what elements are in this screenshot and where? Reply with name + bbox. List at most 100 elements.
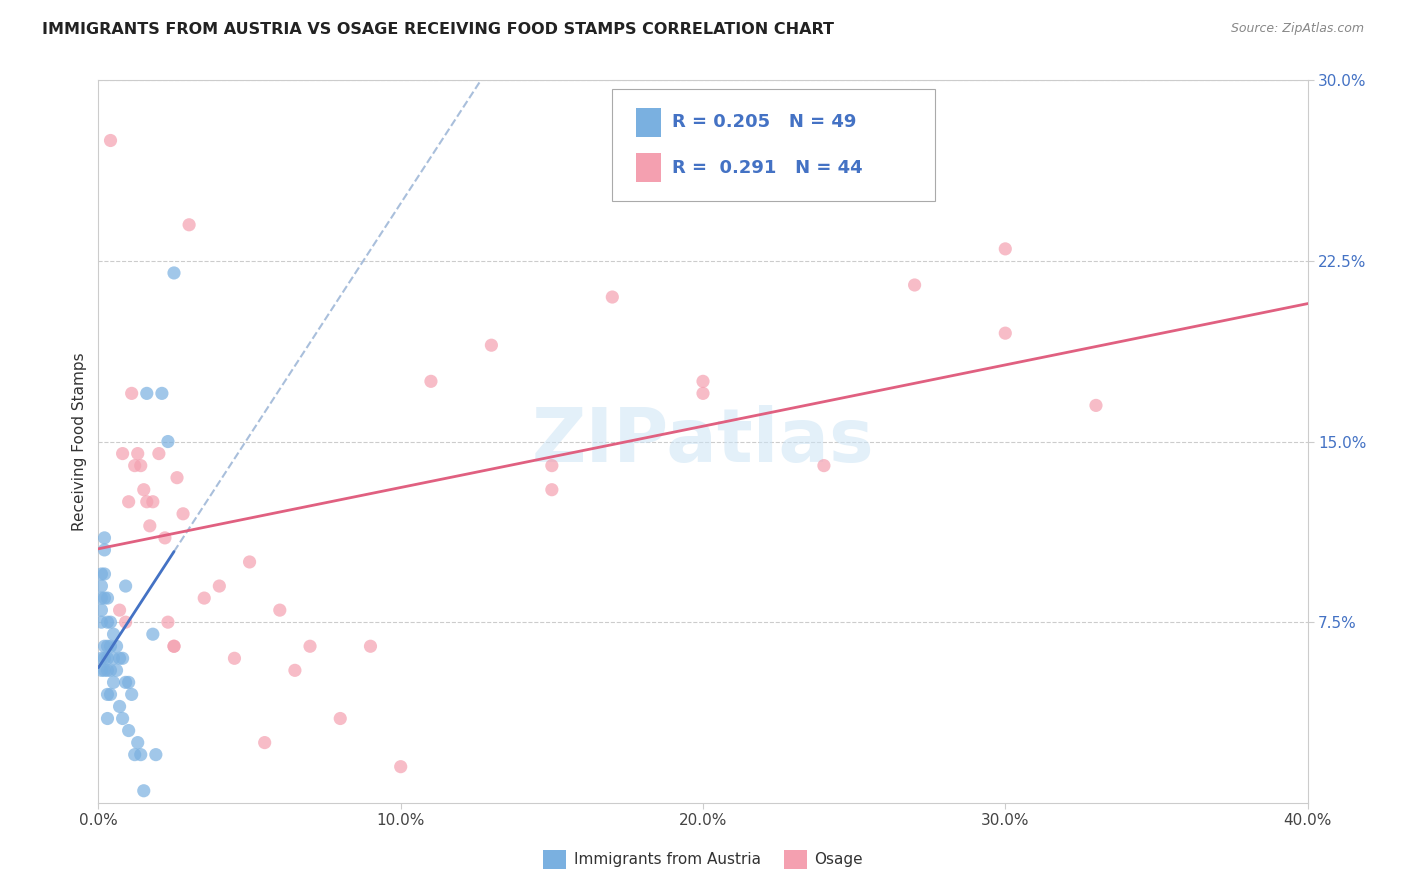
Point [269,603,291,617]
Point [111,446,134,460]
Point [96,712,118,726]
Point [329,712,352,726]
Point [100,639,122,653]
Point [103,627,125,641]
Point [90,603,112,617]
Point [135,386,157,401]
Point [100,615,122,630]
Point [142,627,165,641]
Point [93,567,115,582]
Point [96,664,118,678]
Point [96,615,118,630]
Point [153,531,176,545]
Point [163,639,186,653]
Point [127,446,149,460]
Point [360,639,382,653]
Point [172,507,194,521]
Point [90,664,112,678]
Point [90,615,112,630]
Point [239,555,262,569]
Point [114,579,136,593]
Point [93,542,115,557]
Point [166,470,188,484]
Point [90,567,112,582]
Point [90,651,112,665]
Y-axis label: Receiving Food Stamps: Receiving Food Stamps [72,352,87,531]
Point [118,675,141,690]
Point [129,458,152,473]
Point [813,458,835,473]
Text: Source: ZipAtlas.com: Source: ZipAtlas.com [1230,22,1364,36]
Point [96,687,118,701]
Point [100,664,122,678]
Point [602,290,624,304]
Point [253,735,276,749]
Point [132,784,155,798]
Point [208,579,231,593]
Point [108,651,131,665]
Point [150,386,173,401]
Point [121,386,143,401]
Point [145,747,167,762]
Point [224,651,246,665]
Point [142,494,165,508]
Point [1085,398,1108,412]
Point [284,664,307,678]
Point [156,615,179,630]
Point [135,494,157,508]
Point [114,615,136,630]
Point [148,446,170,460]
Point [994,242,1017,256]
Point [481,338,503,352]
Point [108,603,131,617]
Point [127,735,149,749]
Point [118,723,141,738]
Point [96,639,118,653]
Point [163,639,186,653]
Point [540,483,562,497]
Point [129,747,152,762]
Point [179,218,201,232]
Point [163,266,186,280]
Point [93,639,115,653]
Point [118,494,141,508]
Point [96,651,118,665]
Point [103,651,125,665]
Point [90,579,112,593]
Point [93,664,115,678]
Point [692,374,714,388]
Point [994,326,1017,340]
Point [108,699,131,714]
Point [90,591,112,605]
Text: IMMIGRANTS FROM AUSTRIA VS OSAGE RECEIVING FOOD STAMPS CORRELATION CHART: IMMIGRANTS FROM AUSTRIA VS OSAGE RECEIVI… [42,22,834,37]
Point [96,591,118,605]
Legend: Immigrants from Austria, Osage: Immigrants from Austria, Osage [537,844,869,875]
Point [100,687,122,701]
Text: R = 0.205   N = 49: R = 0.205 N = 49 [672,113,856,131]
Point [156,434,179,449]
Point [132,483,155,497]
Point [420,374,443,388]
Point [540,458,562,473]
Point [93,651,115,665]
Point [111,651,134,665]
Point [389,760,412,774]
Point [93,591,115,605]
Point [124,458,146,473]
Point [904,277,927,292]
Point [111,712,134,726]
Point [193,591,215,605]
Point [124,747,146,762]
Point [103,675,125,690]
Point [692,386,714,401]
Point [105,664,128,678]
Point [114,675,136,690]
Point [100,133,122,147]
Text: ZIPatlas: ZIPatlas [531,405,875,478]
Point [299,639,322,653]
Point [105,639,128,653]
Text: R =  0.291   N = 44: R = 0.291 N = 44 [672,159,863,177]
Point [93,531,115,545]
Point [139,518,162,533]
Point [121,687,143,701]
